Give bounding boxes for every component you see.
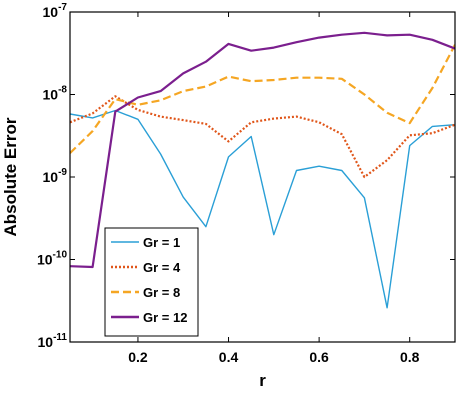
x-tick-label: 0.8: [400, 349, 420, 365]
legend-label: Gr = 12: [143, 310, 187, 325]
x-tick-label: 0.2: [128, 349, 148, 365]
legend-label: Gr = 8: [143, 285, 180, 300]
y-tick-label: 10-7: [43, 2, 68, 20]
x-axis-label: r: [259, 371, 266, 390]
x-tick-label: 0.4: [219, 349, 239, 365]
series-layer: [70, 31, 455, 309]
y-tick-label: 10-11: [38, 332, 68, 350]
series-line-gr-1: [70, 109, 455, 309]
y-tick-label: 10-8: [43, 85, 68, 103]
series-line-gr-4: [70, 95, 455, 179]
series-line-gr-12: [70, 31, 455, 269]
legend: Gr = 1 Gr = 4 Gr = 8 Gr = 12: [104, 227, 199, 337]
y-tick-label: 10-9: [43, 167, 68, 185]
x-tick-label: 0.6: [309, 349, 329, 365]
y-tick-label: 10-10: [37, 250, 67, 268]
legend-label: Gr = 4: [143, 260, 181, 275]
legend-label: Gr = 1: [143, 235, 180, 250]
series-line-gr-8: [70, 44, 455, 154]
y-axis-label: Absolute Error: [1, 117, 20, 236]
axes-layer: 0.2 0.4 0.6 0.8 10-11 10-10 10-9 10-8 10-7: [37, 2, 455, 365]
